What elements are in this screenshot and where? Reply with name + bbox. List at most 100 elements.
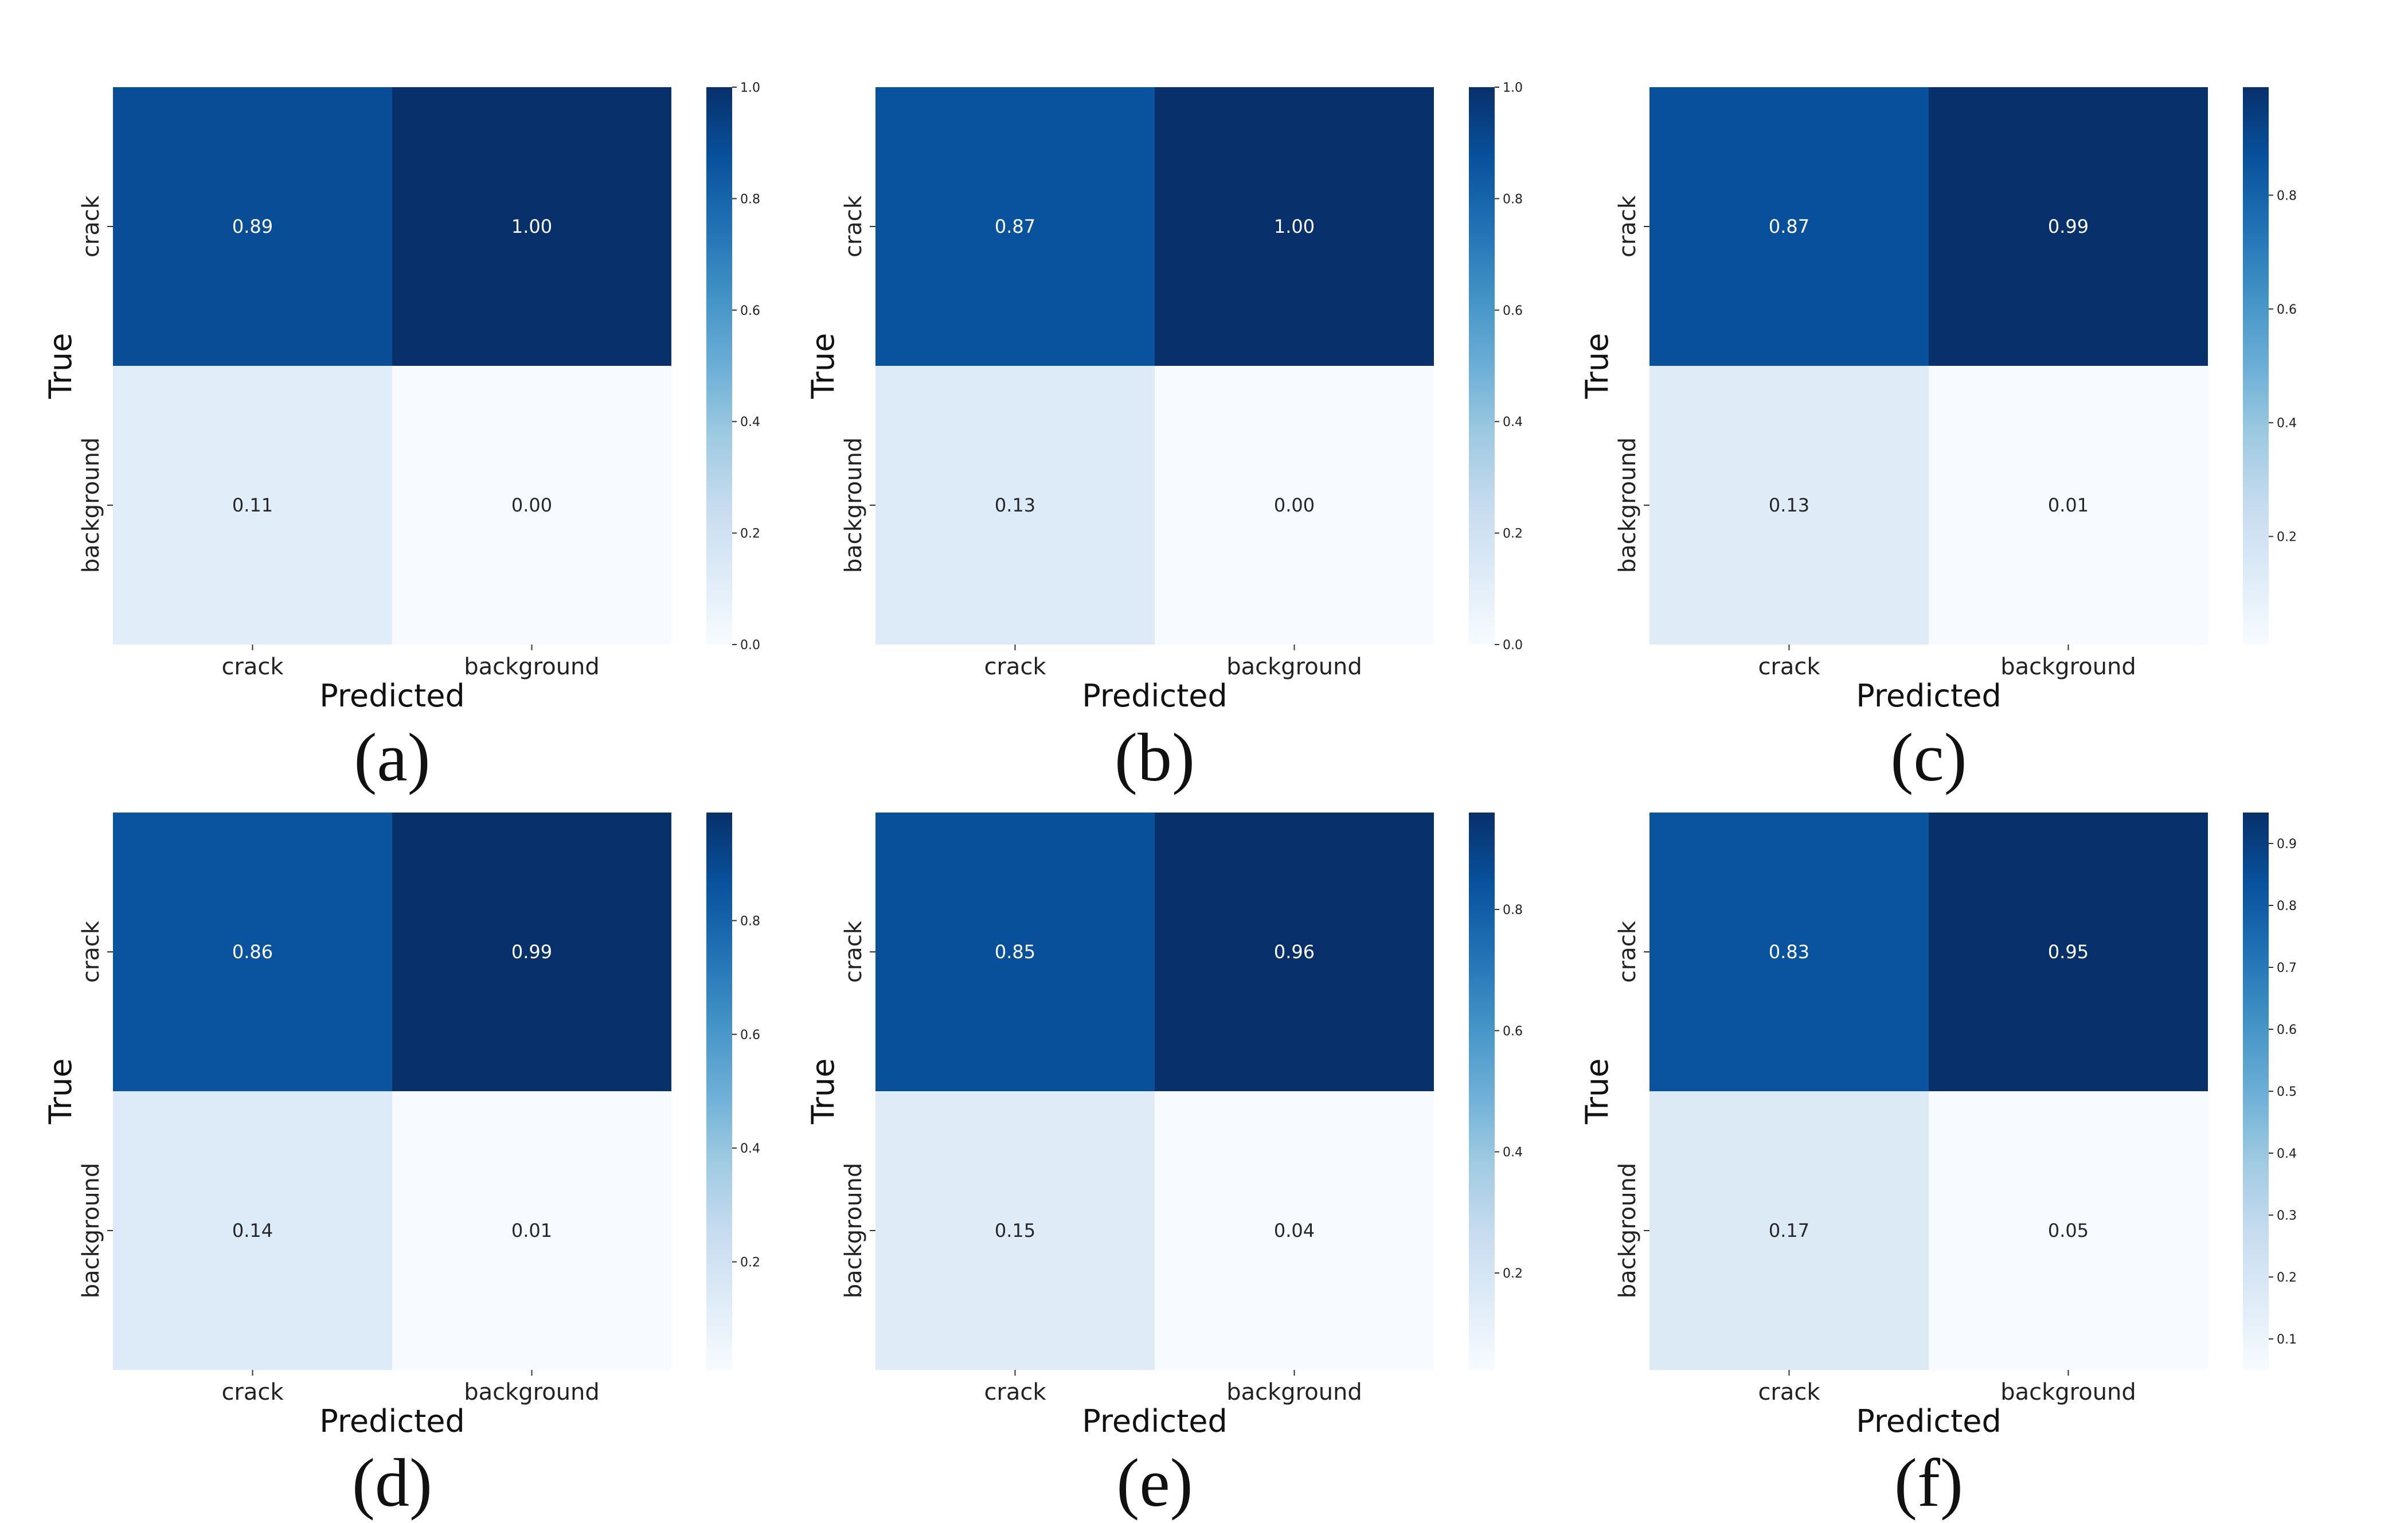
colorbar-tick-label: 0.7 xyxy=(2277,961,2297,975)
y-tick-label: crack xyxy=(1615,920,1641,983)
cell-crack-crack xyxy=(113,813,392,1091)
cell-background-crack xyxy=(113,366,392,645)
colorbar-tick-label: 0.8 xyxy=(2277,899,2297,913)
x-tick-label: background xyxy=(1226,654,1362,680)
colorbar-tick-label: 0.6 xyxy=(1503,1024,1523,1038)
colorbar-tick-label: 0.2 xyxy=(1503,527,1523,541)
heatmap-f: 0.83 0.95 0.17 0.05 crack background crack back… xyxy=(1579,813,2297,1439)
cell-crack-crack xyxy=(113,87,392,366)
x-tick-label: background xyxy=(2000,1379,2136,1405)
cell-value-background-background: 0.01 xyxy=(511,1220,552,1241)
colorbar-tick-label: 0.4 xyxy=(2277,1147,2297,1161)
heatmap-d: 0.86 0.99 0.14 0.01 crack background crack back… xyxy=(42,813,760,1439)
cell-background-background xyxy=(1155,366,1434,645)
colorbar-tick-label: 0.8 xyxy=(2277,189,2297,203)
colorbar-tick-label: 0.4 xyxy=(2277,416,2297,431)
panel-caption-b: (b) xyxy=(1115,719,1195,795)
x-tick-label: crack xyxy=(984,1379,1046,1405)
cell-value-background-crack: 0.11 xyxy=(232,494,273,516)
colorbar-tick-label: 0.6 xyxy=(740,304,760,318)
colorbar xyxy=(1469,813,1495,1370)
x-tick-label: crack xyxy=(221,654,284,680)
colorbar-tick-label: 0.9 xyxy=(2277,837,2297,852)
colorbar-tick-label: 0.0 xyxy=(1503,638,1523,653)
colorbar xyxy=(2243,87,2269,645)
cell-value-background-crack: 0.15 xyxy=(995,1220,1035,1241)
cell-background-background xyxy=(392,1091,671,1370)
x-axis-label: Predicted xyxy=(1856,678,2002,714)
cell-background-crack xyxy=(875,366,1155,645)
cell-crack-background xyxy=(392,87,671,366)
colorbar-tick-label: 0.4 xyxy=(1503,415,1523,429)
cell-value-crack-background: 0.99 xyxy=(2048,216,2089,237)
panel-e: 0.85 0.96 0.15 0.04 crack background crack back… xyxy=(763,725,1523,1521)
x-tick-label: background xyxy=(464,1379,600,1405)
cell-value-crack-crack: 0.83 xyxy=(1769,941,1809,963)
y-axis-label: True xyxy=(42,333,79,400)
colorbar-tick-label: 0.6 xyxy=(2277,1023,2297,1037)
y-axis-label: True xyxy=(805,1059,841,1125)
colorbar xyxy=(2243,813,2269,1370)
cell-value-crack-crack: 0.86 xyxy=(232,941,273,963)
y-tick-label: background xyxy=(1615,1163,1641,1299)
y-tick-label: crack xyxy=(1615,195,1641,257)
colorbar-tick-label: 0.0 xyxy=(740,638,760,653)
panel-caption-e: (e) xyxy=(1116,1444,1193,1521)
colorbar-tick-label: 1.0 xyxy=(1503,81,1523,95)
colorbar-tick-label: 0.1 xyxy=(2277,1333,2297,1347)
panel-b: 0.87 1.00 0.13 0.00 crack background crack back… xyxy=(763,0,1523,795)
colorbar-tick-label: 0.5 xyxy=(2277,1085,2297,1099)
colorbar-tick-label: 0.4 xyxy=(740,415,760,429)
y-axis-label: True xyxy=(805,333,841,400)
panel-caption-f: (f) xyxy=(1894,1444,1963,1521)
y-tick-label: background xyxy=(78,1163,104,1299)
colorbar-tick-label: 0.6 xyxy=(740,1028,760,1042)
y-tick-label: background xyxy=(1615,438,1641,573)
y-tick-label: background xyxy=(841,1163,867,1299)
cell-crack-crack xyxy=(1649,87,1929,366)
cell-background-crack xyxy=(1649,1091,1929,1370)
x-axis-label: Predicted xyxy=(1082,678,1228,714)
y-axis-label: True xyxy=(42,1059,79,1125)
x-tick-label: background xyxy=(2000,654,2136,680)
cell-value-crack-crack: 0.85 xyxy=(995,941,1035,963)
heatmap-a: 0.89 1.00 0.11 0.00 crack background crack back… xyxy=(42,81,760,714)
y-tick-label: crack xyxy=(841,920,867,983)
panel-a: 0.89 1.00 0.11 0.00 crack background crack back… xyxy=(0,0,760,795)
cell-background-background xyxy=(1155,1091,1434,1370)
x-axis-label: Predicted xyxy=(319,1403,465,1439)
cell-background-background xyxy=(1929,366,2208,645)
cell-value-background-background: 0.05 xyxy=(2048,1220,2089,1241)
colorbar xyxy=(706,87,732,645)
x-tick-label: background xyxy=(1226,1379,1362,1405)
x-tick-label: background xyxy=(464,654,600,680)
y-tick-label: background xyxy=(841,438,867,573)
x-axis-label: Predicted xyxy=(1082,1403,1228,1439)
y-tick-label: crack xyxy=(78,920,104,983)
cell-crack-crack xyxy=(875,813,1155,1091)
y-axis-label: True xyxy=(1579,333,1615,400)
heatmap-c: 0.87 0.99 0.13 0.01 crack background crack back… xyxy=(1579,87,2297,714)
cell-crack-crack xyxy=(875,87,1155,366)
cell-crack-background xyxy=(392,813,671,1091)
colorbar-tick-label: 0.2 xyxy=(1503,1267,1523,1281)
colorbar-tick-label: 0.4 xyxy=(1503,1146,1523,1160)
colorbar-tick-label: 1.0 xyxy=(740,81,760,95)
cell-value-background-background: 0.04 xyxy=(1274,1220,1315,1241)
cell-crack-background xyxy=(1155,87,1434,366)
panel-caption-a: (a) xyxy=(354,719,431,795)
cell-value-crack-background: 0.99 xyxy=(511,941,552,963)
cell-value-background-crack: 0.13 xyxy=(1769,494,1809,516)
cell-background-crack xyxy=(875,1091,1155,1370)
colorbar-tick-label: 0.2 xyxy=(740,527,760,541)
cell-value-crack-crack: 0.89 xyxy=(232,216,273,237)
cell-value-crack-crack: 0.87 xyxy=(995,216,1035,237)
cell-value-background-background: 0.01 xyxy=(2048,494,2089,516)
y-axis-label: True xyxy=(1579,1059,1615,1125)
y-tick-label: crack xyxy=(78,195,104,257)
cell-background-crack xyxy=(1649,366,1929,645)
colorbar xyxy=(1469,87,1495,645)
cell-background-background xyxy=(1929,1091,2208,1370)
cell-background-crack xyxy=(113,1091,392,1370)
cell-value-background-crack: 0.13 xyxy=(995,494,1035,516)
